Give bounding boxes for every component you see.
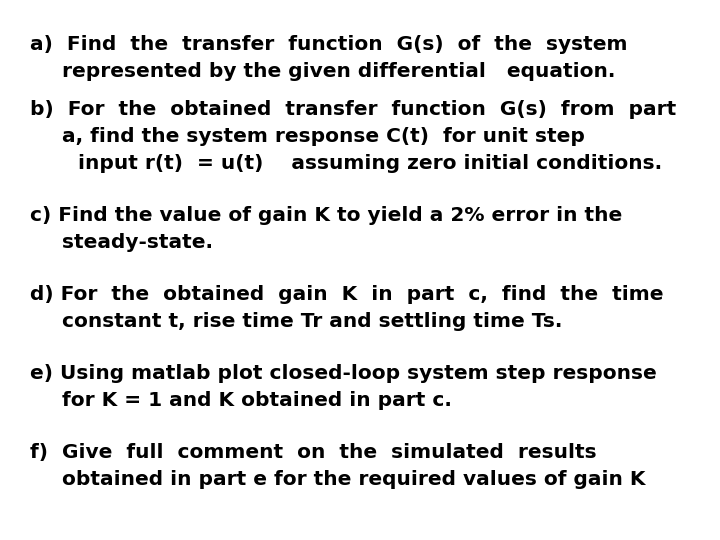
Text: f)  Give  full  comment  on  the  simulated  results: f) Give full comment on the simulated re… <box>30 443 597 462</box>
Text: c) Find the value of gain K to yield a 2% error in the: c) Find the value of gain K to yield a 2… <box>30 206 622 225</box>
Text: b)  For  the  obtained  transfer  function  G(s)  from  part: b) For the obtained transfer function G(… <box>30 100 676 119</box>
Text: obtained in part e for the required values of gain K: obtained in part e for the required valu… <box>62 470 646 489</box>
Text: a, find the system response C(t)  for unit step: a, find the system response C(t) for uni… <box>62 127 585 146</box>
Text: d) For  the  obtained  gain  K  in  part  c,  find  the  time: d) For the obtained gain K in part c, fi… <box>30 285 664 304</box>
Text: constant t, rise time Tr and settling time Ts.: constant t, rise time Tr and settling ti… <box>62 312 562 331</box>
Text: represented by the given differential   equation.: represented by the given differential eq… <box>62 62 616 81</box>
Text: a)  Find  the  transfer  function  G(s)  of  the  system: a) Find the transfer function G(s) of th… <box>30 35 628 54</box>
Text: for K = 1 and K obtained in part c.: for K = 1 and K obtained in part c. <box>62 391 452 410</box>
Text: input r(t)  = u(t)    assuming zero initial conditions.: input r(t) = u(t) assuming zero initial … <box>78 154 662 173</box>
Text: steady-state.: steady-state. <box>62 233 213 252</box>
Text: e) Using matlab plot closed-loop system step response: e) Using matlab plot closed-loop system … <box>30 364 657 383</box>
